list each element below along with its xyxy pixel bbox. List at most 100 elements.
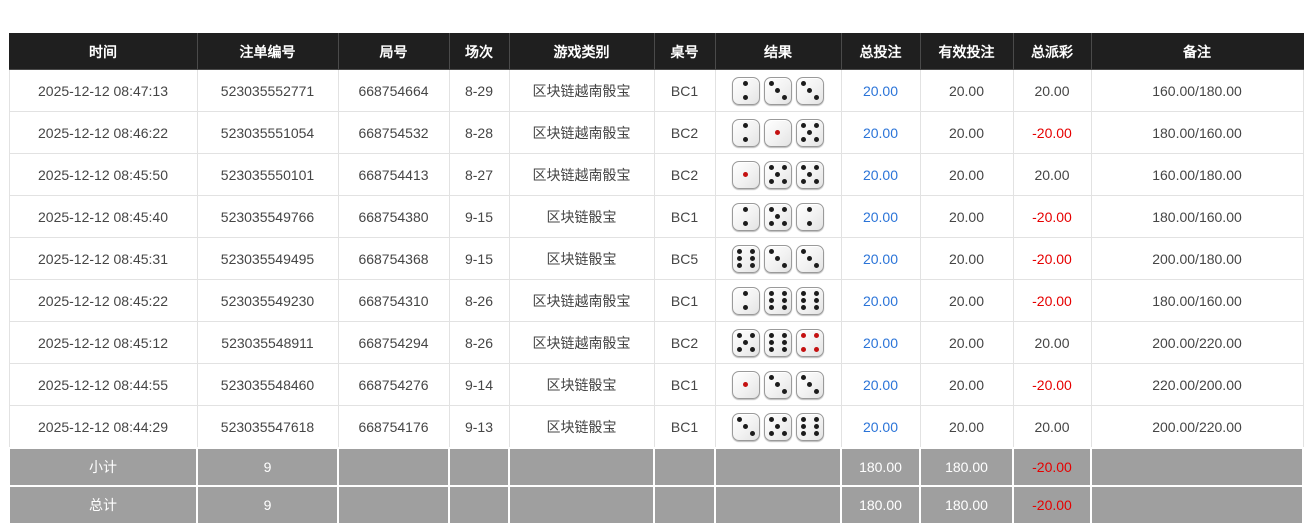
cell-bet_id: 523035551054	[196, 111, 339, 154]
cell-table_no: BC2	[653, 321, 716, 364]
table-row: 2025-12-12 08:45:12 523035548911 668754294…	[8, 321, 1304, 364]
cell-total_bet[interactable]: 20.00	[840, 195, 921, 238]
cell-remark: 200.00/180.00	[1090, 237, 1304, 280]
subtotal-row-cell-bet_id: 9	[196, 447, 339, 487]
die-icon	[764, 286, 792, 315]
cell-session: 9-14	[448, 363, 510, 406]
die-icon	[796, 244, 824, 273]
cell-valid_bet: 20.00	[919, 195, 1014, 238]
header-row: 时间 注单编号 局号 场次 游戏类别 桌号 结果 总投注 有效投注 总派彩 备注	[8, 33, 1304, 70]
cell-remark: 180.00/160.00	[1090, 279, 1304, 322]
die-icon	[764, 244, 792, 273]
cell-time: 2025-12-12 08:44:29	[8, 405, 198, 449]
grand-total-row-cell-time: 总计	[8, 485, 198, 525]
cell-payout: -20.00	[1012, 363, 1092, 406]
cell-session: 9-15	[448, 237, 510, 280]
die-icon	[796, 76, 824, 105]
cell-table_no: BC1	[653, 363, 716, 406]
die-icon	[796, 370, 824, 399]
grand-total-row-cell-payout: -20.00	[1012, 485, 1092, 525]
cell-table_no: BC2	[653, 153, 716, 196]
cell-bet_id: 523035549230	[196, 279, 339, 322]
grand-total-row-cell-total_bet: 180.00	[840, 485, 921, 525]
table-row: 2025-12-12 08:45:22 523035549230 668754310…	[8, 279, 1304, 322]
subtotal-row-cell-game_type	[508, 447, 655, 487]
cell-total_bet[interactable]: 20.00	[840, 237, 921, 280]
cell-total_bet[interactable]: 20.00	[840, 405, 921, 449]
die-icon	[796, 412, 824, 441]
cell-game_type: 区块链越南骰宝	[508, 111, 655, 154]
column-header-time: 时间	[8, 33, 198, 70]
cell-result	[714, 111, 842, 154]
cell-round_id: 668754310	[337, 279, 450, 322]
cell-game_type: 区块链骰宝	[508, 405, 655, 449]
cell-time: 2025-12-12 08:45:50	[8, 153, 198, 196]
subtotal-row: 小计 9 180.00 180.00 -20.00	[8, 447, 1304, 487]
cell-total_bet[interactable]: 20.00	[840, 153, 921, 196]
cell-session: 8-26	[448, 321, 510, 364]
table-row: 2025-12-12 08:45:31 523035549495 668754368…	[8, 237, 1304, 280]
grand-total-row-cell-game_type	[508, 485, 655, 525]
die-icon	[764, 118, 792, 147]
die-icon	[764, 160, 792, 189]
cell-game_type: 区块链越南骰宝	[508, 321, 655, 364]
die-icon	[796, 202, 824, 231]
die-icon	[732, 412, 760, 441]
die-icon	[764, 76, 792, 105]
cell-payout: 20.00	[1012, 321, 1092, 364]
subtotal-row-cell-result	[714, 447, 842, 487]
die-icon	[732, 328, 760, 357]
cell-total_bet[interactable]: 20.00	[840, 111, 921, 154]
cell-total_bet[interactable]: 20.00	[840, 321, 921, 364]
cell-time: 2025-12-12 08:45:40	[8, 195, 198, 238]
cell-remark: 160.00/180.00	[1090, 69, 1304, 112]
column-header-round_id: 局号	[337, 33, 450, 70]
subtotal-row-cell-remark	[1090, 447, 1304, 487]
cell-valid_bet: 20.00	[919, 321, 1014, 364]
cell-game_type: 区块链越南骰宝	[508, 279, 655, 322]
subtotal-row-cell-total_bet: 180.00	[840, 447, 921, 487]
cell-time: 2025-12-12 08:45:22	[8, 279, 198, 322]
bet-records-table: 时间 注单编号 局号 场次 游戏类别 桌号 结果 总投注 有效投注 总派彩 备注 2025-12-1…	[8, 33, 1304, 525]
cell-session: 8-29	[448, 69, 510, 112]
cell-game_type: 区块链越南骰宝	[508, 153, 655, 196]
cell-round_id: 668754413	[337, 153, 450, 196]
die-icon	[764, 370, 792, 399]
grand-total-row-cell-round_id	[337, 485, 450, 525]
cell-total_bet[interactable]: 20.00	[840, 279, 921, 322]
cell-round_id: 668754532	[337, 111, 450, 154]
cell-payout: 20.00	[1012, 153, 1092, 196]
cell-valid_bet: 20.00	[919, 405, 1014, 449]
die-icon	[764, 202, 792, 231]
cell-remark: 200.00/220.00	[1090, 405, 1304, 449]
cell-time: 2025-12-12 08:45:31	[8, 237, 198, 280]
subtotal-row-cell-session	[448, 447, 510, 487]
die-icon	[796, 160, 824, 189]
column-header-bet_id: 注单编号	[196, 33, 339, 70]
cell-bet_id: 523035548911	[196, 321, 339, 364]
table-row: 2025-12-12 08:46:22 523035551054 668754532…	[8, 111, 1304, 154]
die-icon	[732, 286, 760, 315]
cell-result	[714, 363, 842, 406]
table-row: 2025-12-12 08:44:55 523035548460 668754276…	[8, 363, 1304, 406]
cell-round_id: 668754276	[337, 363, 450, 406]
cell-total_bet[interactable]: 20.00	[840, 363, 921, 406]
die-icon	[796, 118, 824, 147]
cell-remark: 220.00/200.00	[1090, 363, 1304, 406]
cell-table_no: BC1	[653, 405, 716, 449]
die-icon	[796, 286, 824, 315]
cell-table_no: BC1	[653, 69, 716, 112]
cell-payout: -20.00	[1012, 111, 1092, 154]
subtotal-row-cell-valid_bet: 180.00	[919, 447, 1014, 487]
cell-round_id: 668754294	[337, 321, 450, 364]
subtotal-row-cell-payout: -20.00	[1012, 447, 1092, 487]
die-icon	[732, 160, 760, 189]
cell-payout: 20.00	[1012, 69, 1092, 112]
cell-round_id: 668754176	[337, 405, 450, 449]
column-header-payout: 总派彩	[1012, 33, 1092, 70]
cell-result	[714, 321, 842, 364]
cell-total_bet[interactable]: 20.00	[840, 69, 921, 112]
cell-table_no: BC1	[653, 279, 716, 322]
cell-bet_id: 523035547618	[196, 405, 339, 449]
cell-valid_bet: 20.00	[919, 69, 1014, 112]
